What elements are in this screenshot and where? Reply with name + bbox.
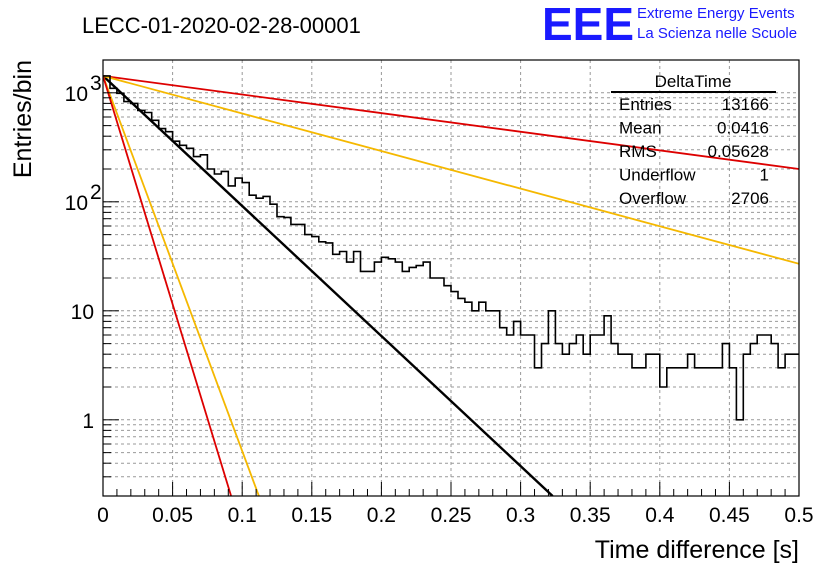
stats-label: Underflow [619, 166, 696, 185]
stats-label: Overflow [619, 189, 687, 208]
tick-labels: 0 0.05 0.1 0.15 0.2 0.25 0.3 0.35 0.4 0.45 0.5 1 10 1… [65, 72, 814, 527]
x-tick-label: 0.5 [784, 504, 813, 527]
y-axis-label: Entries/bin [9, 60, 37, 178]
stats-box-name: DeltaTime [655, 72, 732, 91]
x-tick-label: 0.4 [645, 504, 675, 527]
eee-logo: EEE Extreme Energy Events La Scienza nel… [542, 0, 797, 50]
y-tick-label: 10 [71, 301, 94, 324]
logo-line-1: Extreme Energy Events [637, 5, 795, 22]
fit-line [103, 75, 799, 170]
fit-line [103, 75, 232, 496]
x-tick-label: 0.25 [431, 504, 472, 527]
stats-label: RMS [619, 142, 657, 161]
stats-value: 0.05628 [708, 142, 769, 161]
x-tick-label: 0.2 [367, 504, 396, 527]
x-tick-label: 0.15 [291, 504, 332, 527]
y-tick-exponent: 2 [90, 181, 102, 204]
fit-line [103, 75, 260, 496]
logo-mark: EEE [542, 0, 634, 50]
x-tick-label: 0.45 [709, 504, 750, 527]
stats-rows: Entries 13166 Mean 0.0416 RMS 0.05628 Underflo… [619, 95, 769, 208]
axis-ticks [102, 59, 800, 497]
stats-value: 1 [760, 166, 769, 185]
stats-label: Mean [619, 119, 662, 138]
fit-line [103, 75, 554, 496]
stats-value: 2706 [731, 189, 769, 208]
x-axis-label: Time difference [s] [595, 536, 799, 564]
x-tick-label: 0.3 [506, 504, 535, 527]
plot-area [103, 75, 799, 496]
x-tick-label: 0.1 [228, 504, 257, 527]
fit-line [103, 75, 799, 265]
x-tick-label: 0.05 [152, 504, 193, 527]
y-tick-label: 10 [65, 83, 88, 106]
stats-box: DeltaTime Entries 13166 Mean 0.0416 RMS 0.056… [611, 72, 776, 208]
stats-value: 13166 [722, 95, 769, 114]
chart-title: LECC-01-2020-02-28-00001 [82, 13, 361, 38]
grid [103, 59, 799, 497]
stats-label: Entries [619, 95, 672, 114]
x-tick-label: 0 [97, 504, 109, 527]
y-tick-exponent: 3 [90, 72, 102, 95]
logo-line-2: La Scienza nelle Scuole [637, 25, 797, 42]
y-tick-label: 10 [65, 192, 88, 215]
stats-value: 0.0416 [717, 119, 769, 138]
y-tick-label: 1 [82, 410, 94, 433]
histogram-deltatime [103, 75, 799, 421]
x-tick-label: 0.35 [570, 504, 611, 527]
